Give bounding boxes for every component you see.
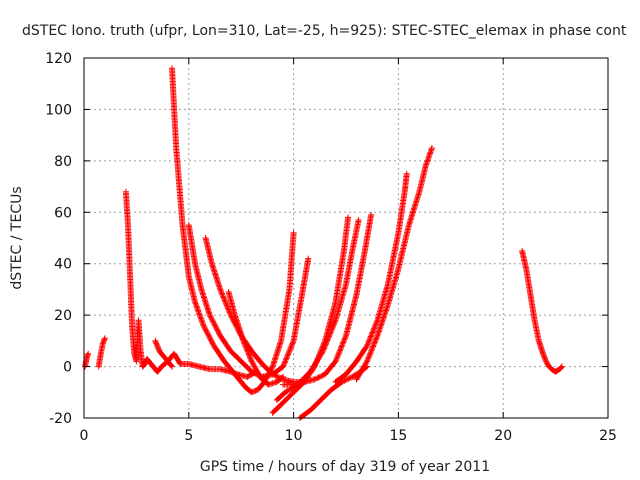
data-marker-path xyxy=(332,170,410,385)
data-marker-path xyxy=(234,368,266,383)
x-tick-label: 5 xyxy=(184,428,193,444)
x-tick-label: 20 xyxy=(494,428,512,444)
y-tick-label: 60 xyxy=(54,205,72,221)
x-tick-label: 10 xyxy=(285,428,303,444)
data-marker-path xyxy=(280,211,375,388)
data-marker-path xyxy=(133,317,241,378)
data-series-track-4 xyxy=(133,317,241,378)
data-series-track-13 xyxy=(280,211,375,388)
data-marker-path xyxy=(152,337,176,370)
data-marker-path xyxy=(353,145,435,383)
grid xyxy=(84,58,608,418)
chart-title: dSTEC Iono. truth (ufpr, Lon=310, Lat=-2… xyxy=(22,23,627,39)
y-tick-label: 100 xyxy=(45,102,72,118)
plot-frame xyxy=(83,57,609,419)
x-axis-label: GPS time / hours of day 319 of year 2011 xyxy=(200,459,490,475)
y-axis: -20 0 20 40 60 80 100 120 xyxy=(45,51,608,427)
y-tick-label: 40 xyxy=(54,257,72,273)
y-tick-label: 20 xyxy=(54,308,72,324)
data-marker-path xyxy=(95,335,108,370)
data-series-track-17 xyxy=(519,247,565,375)
y-tick-label: 80 xyxy=(54,154,72,170)
data-series-track-10 xyxy=(234,368,266,383)
data-series-track-5 xyxy=(152,337,176,370)
data-series-track-15 xyxy=(332,170,410,385)
data-series-track-16 xyxy=(353,145,435,383)
data-series-track-6 xyxy=(169,65,297,396)
y-tick-label: 0 xyxy=(63,360,72,376)
data-series-track-3 xyxy=(122,188,140,365)
y-tick-label: -20 xyxy=(49,411,72,427)
data-series-track-2 xyxy=(95,335,108,370)
x-tick-label: 25 xyxy=(599,428,617,444)
x-axis: 0 5 10 15 20 25 xyxy=(80,58,617,444)
data-marker-path xyxy=(519,247,565,375)
data-marker-path xyxy=(169,65,297,396)
x-tick-label: 0 xyxy=(80,428,89,444)
data-points xyxy=(82,65,565,421)
y-axis-label: dSTEC / TECUs xyxy=(9,186,25,289)
y-tick-label: 120 xyxy=(45,51,72,67)
data-marker-path xyxy=(122,188,140,365)
x-tick-label: 15 xyxy=(389,428,407,444)
